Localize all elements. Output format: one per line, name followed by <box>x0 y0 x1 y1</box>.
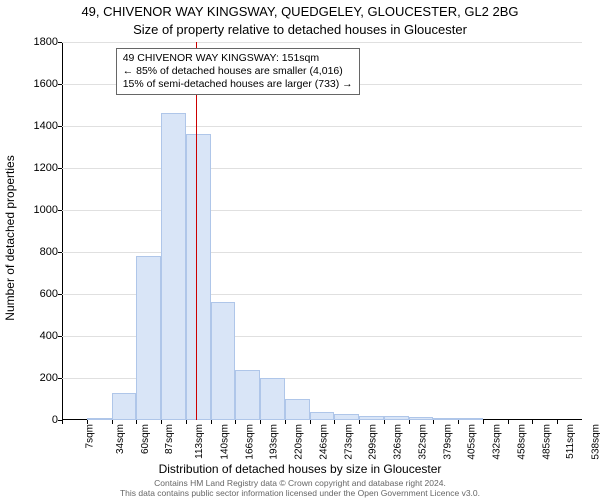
chart-subtitle: Size of property relative to detached ho… <box>0 22 600 37</box>
x-tick-mark <box>458 420 459 424</box>
x-tick-mark <box>87 420 88 424</box>
x-tick-label: 432sqm <box>492 424 503 460</box>
histogram-bar <box>384 416 409 420</box>
y-tick-label: 1600 <box>18 78 58 90</box>
gridline <box>62 126 582 127</box>
x-axis-label: Distribution of detached houses by size … <box>0 462 600 476</box>
annotation-line3: 15% of semi-detached houses are larger (… <box>123 78 353 91</box>
y-tick-mark <box>58 84 62 85</box>
x-tick-mark <box>557 420 558 424</box>
y-tick-label: 200 <box>18 372 58 384</box>
x-tick-label: 511sqm <box>565 424 576 459</box>
x-tick-mark <box>483 420 484 424</box>
x-tick-label: 326sqm <box>393 424 404 460</box>
histogram-bar <box>433 418 458 420</box>
histogram-bar <box>285 399 310 420</box>
histogram-bar <box>458 418 483 420</box>
x-tick-mark <box>359 420 360 424</box>
x-tick-label: 405sqm <box>467 424 478 460</box>
x-tick-label: 273sqm <box>343 424 354 460</box>
y-tick-label: 1400 <box>18 120 58 132</box>
x-tick-label: 299sqm <box>368 424 379 460</box>
histogram-bar <box>235 370 260 420</box>
x-tick-mark <box>532 420 533 424</box>
x-tick-mark <box>508 420 509 424</box>
histogram-bar <box>359 416 384 420</box>
y-tick-label: 1200 <box>18 162 58 174</box>
histogram-bar <box>211 302 236 420</box>
x-tick-label: 166sqm <box>244 424 255 460</box>
chart-container: 49, CHIVENOR WAY KINGSWAY, QUEDGELEY, GL… <box>0 0 600 500</box>
footer-line2: This data contains public sector informa… <box>120 488 480 498</box>
histogram-bar <box>186 134 211 420</box>
gridline <box>62 168 582 169</box>
x-tick-label: 140sqm <box>219 424 230 460</box>
chart-title-address: 49, CHIVENOR WAY KINGSWAY, QUEDGELEY, GL… <box>0 4 600 19</box>
y-tick-mark <box>58 294 62 295</box>
x-tick-label: 485sqm <box>541 424 552 460</box>
footer-attribution: Contains HM Land Registry data © Crown c… <box>0 479 600 498</box>
x-tick-mark <box>409 420 410 424</box>
histogram-bar <box>260 378 285 420</box>
x-tick-mark <box>310 420 311 424</box>
histogram-bar <box>87 418 112 420</box>
x-tick-mark <box>433 420 434 424</box>
y-tick-mark <box>58 42 62 43</box>
histogram-bar <box>112 393 137 420</box>
y-tick-label: 0 <box>18 414 58 426</box>
y-axis-line <box>62 42 63 420</box>
plot-area: 49 CHIVENOR WAY KINGSWAY: 151sqm← 85% of… <box>62 42 582 420</box>
marker-line <box>196 42 197 420</box>
y-tick-mark <box>58 336 62 337</box>
x-tick-mark <box>112 420 113 424</box>
x-tick-mark <box>285 420 286 424</box>
x-tick-label: 87sqm <box>164 424 175 454</box>
y-axis-label: Number of detached properties <box>3 155 17 320</box>
x-tick-mark <box>136 420 137 424</box>
annotation-line1: 49 CHIVENOR WAY KINGSWAY: 151sqm <box>123 52 353 65</box>
histogram-bar <box>161 113 186 420</box>
y-tick-mark <box>58 126 62 127</box>
x-tick-label: 193sqm <box>269 424 280 460</box>
histogram-bar <box>310 412 335 420</box>
x-tick-label: 34sqm <box>115 424 126 454</box>
x-tick-label: 352sqm <box>417 424 428 460</box>
y-tick-label: 1800 <box>18 36 58 48</box>
y-tick-label: 600 <box>18 288 58 300</box>
y-tick-mark <box>58 378 62 379</box>
annotation-box: 49 CHIVENOR WAY KINGSWAY: 151sqm← 85% of… <box>116 48 360 95</box>
x-tick-mark <box>161 420 162 424</box>
histogram-bar <box>409 417 434 420</box>
gridline <box>62 252 582 253</box>
x-tick-mark <box>334 420 335 424</box>
x-tick-label: 379sqm <box>442 424 453 460</box>
x-tick-label: 220sqm <box>294 424 305 460</box>
x-tick-label: 113sqm <box>194 424 205 459</box>
x-tick-label: 7sqm <box>84 424 95 448</box>
x-tick-label: 458sqm <box>517 424 528 460</box>
histogram-bar <box>136 256 161 420</box>
x-tick-mark <box>384 420 385 424</box>
x-tick-mark <box>186 420 187 424</box>
y-tick-label: 400 <box>18 330 58 342</box>
x-tick-mark <box>260 420 261 424</box>
gridline <box>62 210 582 211</box>
annotation-line2: ← 85% of detached houses are smaller (4,… <box>123 65 353 78</box>
y-tick-mark <box>58 210 62 211</box>
x-tick-mark <box>235 420 236 424</box>
y-tick-mark <box>58 168 62 169</box>
x-tick-label: 538sqm <box>591 424 600 460</box>
x-tick-mark <box>62 420 63 424</box>
y-tick-label: 800 <box>18 246 58 258</box>
gridline <box>62 42 582 43</box>
y-tick-mark <box>58 252 62 253</box>
x-tick-label: 60sqm <box>140 424 151 454</box>
y-tick-label: 1000 <box>18 204 58 216</box>
histogram-bar <box>334 414 359 420</box>
x-tick-mark <box>211 420 212 424</box>
x-tick-label: 246sqm <box>318 424 329 460</box>
